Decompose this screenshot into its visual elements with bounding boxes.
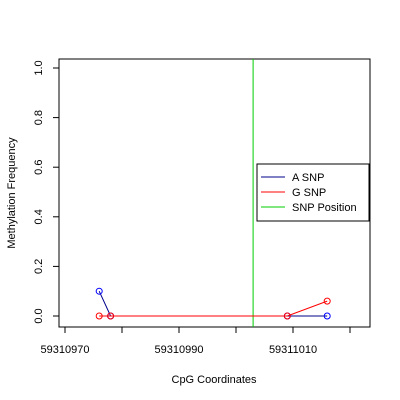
legend-label: SNP Position [292, 202, 357, 214]
x-tick-label: 59310990 [155, 344, 204, 356]
y-tick-label: 0.2 [33, 259, 45, 274]
legend-label: A SNP [292, 172, 324, 184]
y-tick-label: 0.6 [33, 160, 45, 175]
legend: A SNP G SNP SNP Position [256, 163, 370, 222]
g-snp-point [283, 312, 291, 320]
y-axis: 0.0 0.2 0.4 0.6 0.8 1.0 [33, 60, 60, 324]
x-tick-label: 59310970 [41, 344, 90, 356]
y-tick-label: 1.0 [33, 60, 45, 75]
y-tick-label: 0.4 [33, 209, 45, 224]
x-axis-label: CpG Coordinates [172, 374, 257, 386]
y-axis-label: Methylation Frequency [6, 137, 18, 249]
y-tick-label: 0.8 [33, 110, 45, 125]
series-layer [95, 287, 331, 320]
x-tick-label: 59311010 [269, 344, 317, 356]
g-snp-point [95, 312, 103, 320]
x-axis: 59310970 59310990 59311010 [41, 326, 351, 356]
a-snp-line [98, 290, 328, 317]
legend-label: G SNP [292, 187, 326, 199]
g-snp-point [107, 312, 115, 320]
y-tick-label: 0.0 [33, 308, 45, 323]
a-snp-point [323, 312, 331, 320]
g-snp-point [323, 297, 331, 305]
g-snp-line [99, 300, 328, 317]
a-snp-point [95, 287, 103, 295]
